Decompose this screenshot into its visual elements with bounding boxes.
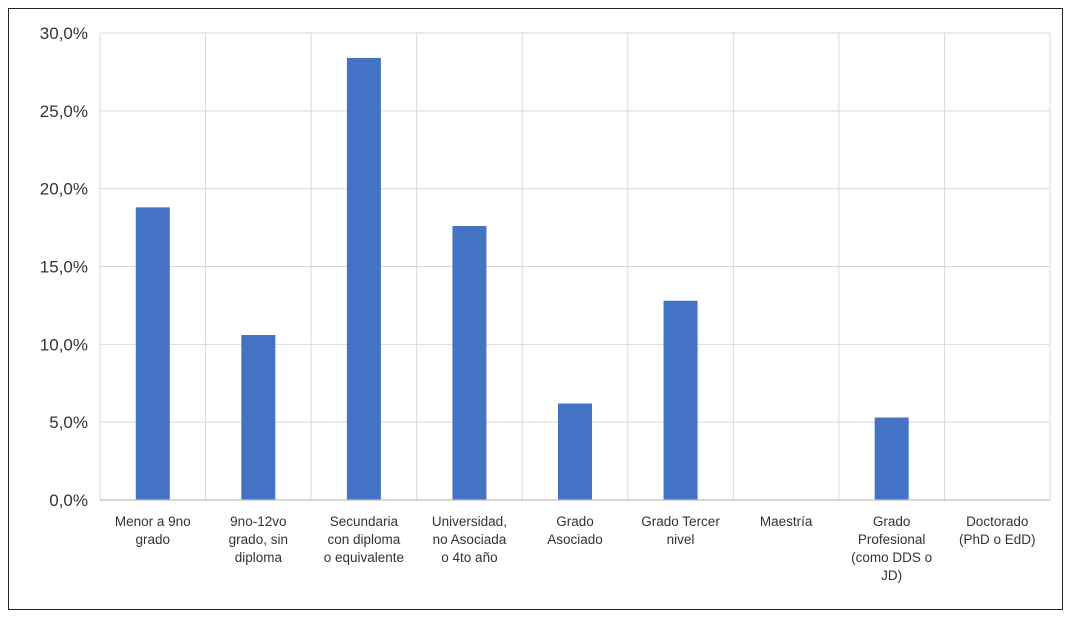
x-category-label: Menor a 9no grado bbox=[115, 514, 191, 547]
bar bbox=[241, 334, 276, 500]
bar bbox=[452, 226, 487, 500]
bar bbox=[874, 417, 909, 500]
y-tick-label: 15,0% bbox=[40, 258, 88, 277]
bar bbox=[558, 403, 592, 500]
x-category-label: Maestría bbox=[760, 514, 813, 529]
x-category-label: Grado Asociado bbox=[547, 514, 603, 547]
x-category-label: Grado Tercer nivel bbox=[641, 514, 720, 547]
x-category-label: Secundaria con diploma o equivalente bbox=[324, 514, 404, 565]
x-category-label: Universidad, no Asociada o 4to año bbox=[432, 514, 507, 565]
bar bbox=[135, 207, 170, 500]
bar bbox=[346, 57, 381, 500]
x-category-label: Grado Profesional (como DDS o JD) bbox=[851, 514, 932, 583]
x-category-label: Doctorado (PhD o EdD) bbox=[959, 514, 1036, 547]
y-tick-label: 25,0% bbox=[40, 102, 88, 121]
y-tick-label: 10,0% bbox=[40, 335, 88, 354]
y-tick-label: 5,0% bbox=[49, 413, 88, 432]
bar bbox=[663, 300, 698, 500]
y-tick-label: 20,0% bbox=[40, 180, 88, 199]
chart-frame bbox=[8, 8, 1063, 610]
y-tick-label: 30,0% bbox=[40, 24, 88, 43]
x-category-label: 9no-12vo grado, sin diploma bbox=[229, 514, 288, 565]
y-tick-label: 0,0% bbox=[49, 491, 88, 510]
